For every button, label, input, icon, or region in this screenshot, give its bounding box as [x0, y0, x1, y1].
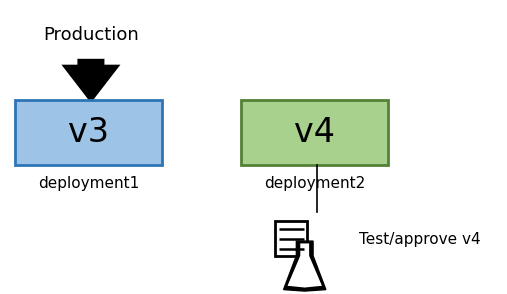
Polygon shape	[283, 241, 326, 291]
FancyBboxPatch shape	[15, 100, 162, 165]
Text: v3: v3	[68, 116, 109, 149]
Text: deployment1: deployment1	[38, 176, 139, 191]
Polygon shape	[61, 59, 120, 103]
FancyBboxPatch shape	[241, 100, 388, 165]
Text: deployment2: deployment2	[264, 176, 365, 191]
Polygon shape	[287, 243, 322, 288]
FancyBboxPatch shape	[275, 220, 307, 256]
Text: Test/approve v4: Test/approve v4	[359, 232, 481, 247]
Text: v4: v4	[294, 116, 335, 149]
Text: Production: Production	[43, 26, 139, 44]
